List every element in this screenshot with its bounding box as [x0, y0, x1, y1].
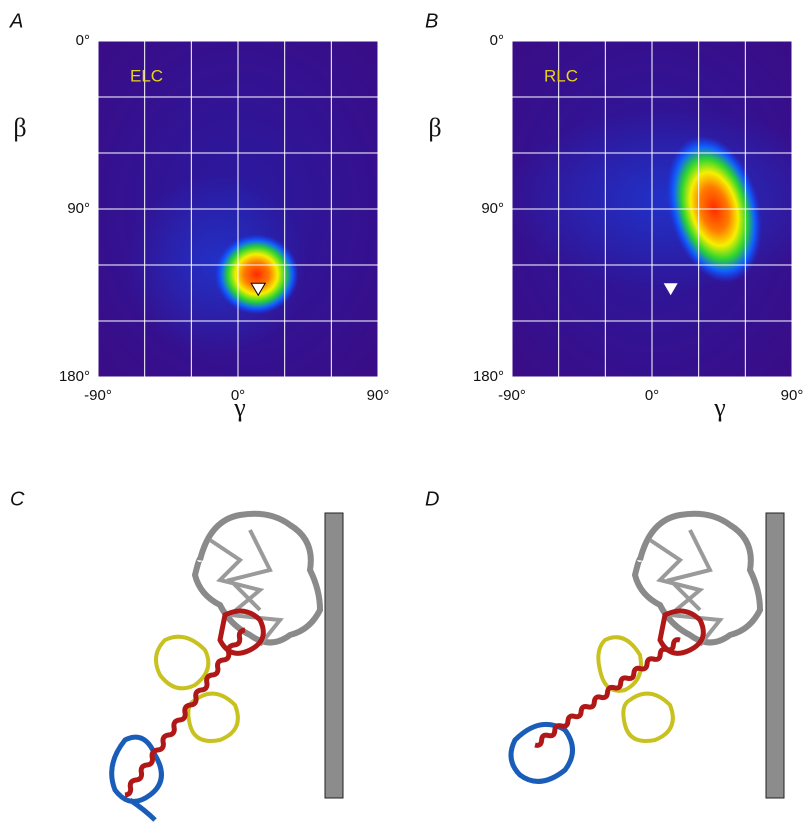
converter: [657, 608, 706, 656]
structure-c: [109, 510, 344, 822]
x-tick-label: -90°: [84, 387, 112, 404]
annotation: RLC: [544, 66, 578, 85]
panel-label: A: [9, 10, 23, 32]
x-tick-label: -90°: [498, 387, 526, 404]
motor-domain-loops: [648, 529, 724, 647]
y-tick-label: 0°: [490, 32, 504, 49]
motor-domain-loops: [208, 529, 284, 647]
x-axis-label: γ: [233, 393, 246, 422]
plot-area: [98, 41, 378, 377]
x-axis-label: γ: [713, 393, 726, 422]
surface: [324, 512, 344, 799]
elc: [596, 635, 675, 743]
y-tick-label: 180°: [473, 368, 504, 385]
y-tick-label: 180°: [59, 368, 90, 385]
y-axis-label: β: [13, 113, 26, 142]
surface: [765, 512, 785, 799]
heatmap-peak: [214, 234, 299, 315]
panel-label: C: [10, 488, 25, 510]
converter: [217, 608, 266, 656]
rlc: [109, 734, 164, 822]
motor-domain: [191, 510, 324, 646]
marker: [663, 283, 678, 296]
panel-label: B: [425, 10, 438, 32]
y-axis-label: β: [428, 113, 441, 142]
x-tick-label: 90°: [367, 387, 390, 404]
plot-area: [512, 41, 792, 377]
y-tick-label: 0°: [76, 32, 90, 49]
x-tick-label: 0°: [645, 387, 659, 404]
marker: [250, 282, 267, 297]
annotation: ELC: [130, 66, 163, 85]
structure-d: [508, 510, 785, 799]
y-tick-label: 90°: [481, 200, 504, 217]
rlc: [508, 721, 575, 784]
x-tick-label: 0°: [231, 387, 245, 404]
elc: [154, 634, 240, 743]
panel-label: D: [425, 488, 439, 510]
motor-domain: [631, 510, 764, 646]
y-tick-label: 90°: [67, 200, 90, 217]
lever-arm-helix: [124, 627, 246, 798]
lever-arm-helix: [534, 637, 681, 748]
x-tick-label: 90°: [781, 387, 804, 404]
